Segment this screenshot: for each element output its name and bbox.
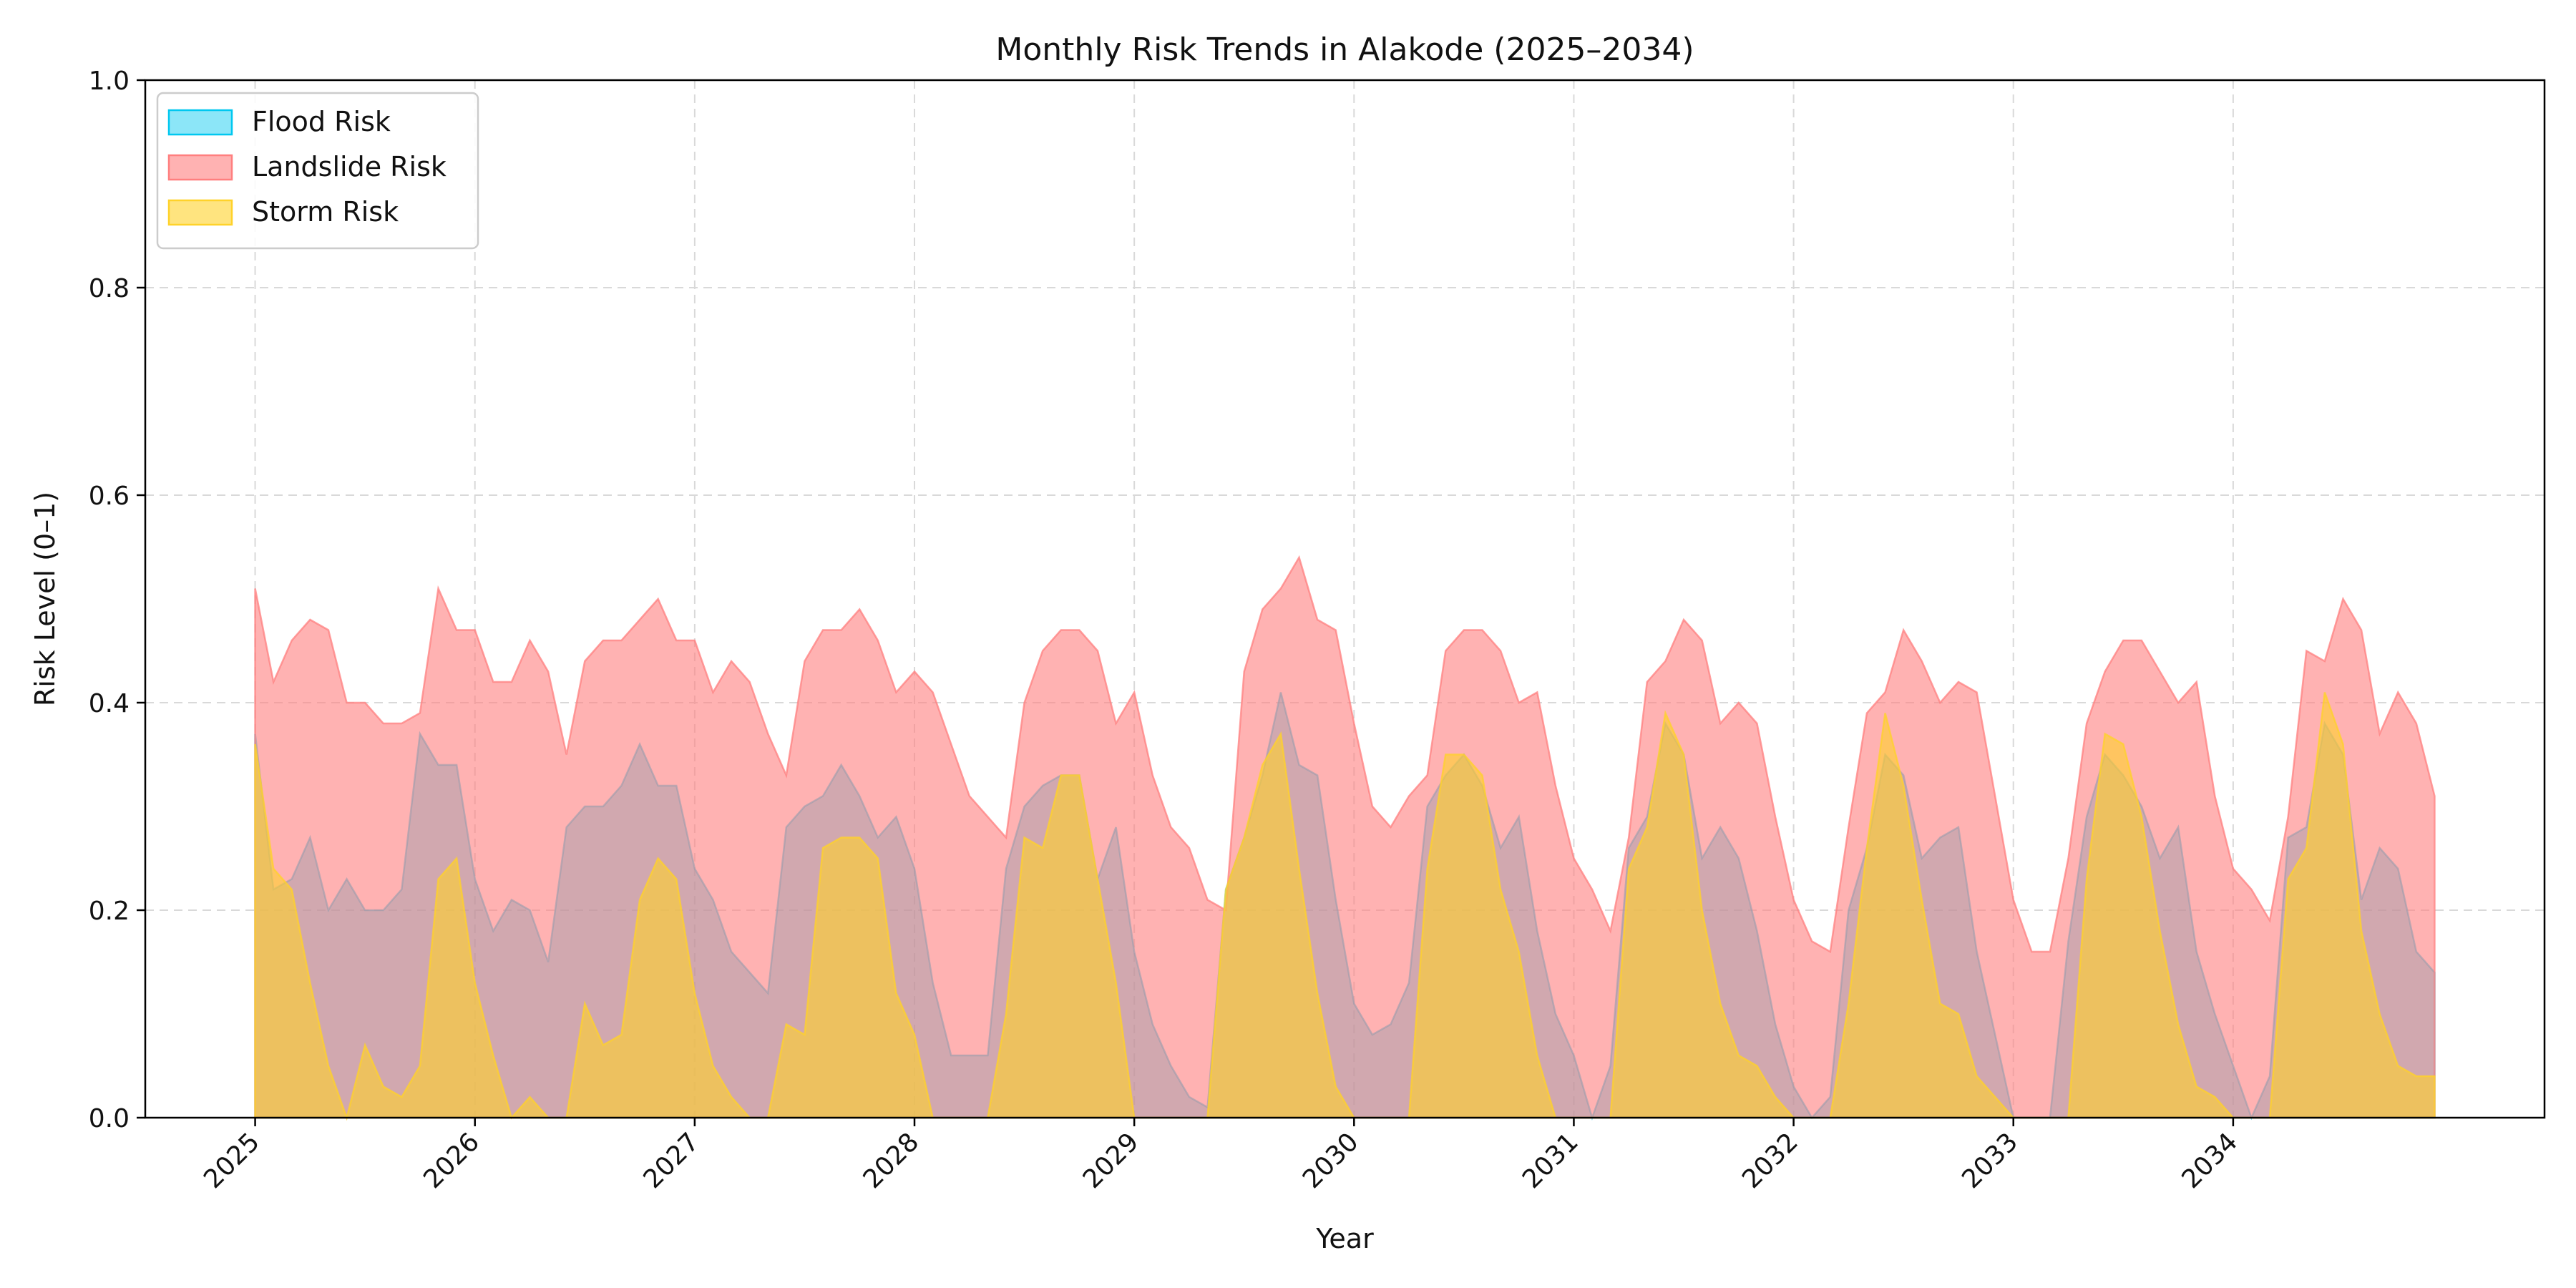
y-tick-label: 0.2 xyxy=(89,897,130,926)
y-tick-label: 0.8 xyxy=(89,274,130,303)
y-tick-label: 1.0 xyxy=(89,67,130,96)
x-axis-label: Year xyxy=(1315,1223,1374,1254)
y-tick-label: 0.4 xyxy=(89,689,130,718)
legend-swatch xyxy=(167,109,233,136)
chart-title: Monthly Risk Trends in Alakode (2025–203… xyxy=(995,31,1694,68)
area-layer xyxy=(254,555,2436,1121)
legend-label: Landslide Risk xyxy=(252,151,447,182)
legend-label: Storm Risk xyxy=(252,196,399,228)
legend-box xyxy=(156,92,479,250)
y-tick-label: 0.6 xyxy=(89,482,130,511)
y-tick-label: 0.0 xyxy=(89,1104,130,1133)
legend: Flood Risk Landslide Risk Storm Risk xyxy=(156,92,479,250)
x-tick-label: 2032 xyxy=(1737,1127,1804,1194)
y-axis-label: Risk Level (0–1) xyxy=(29,492,61,706)
x-tick-label: 2034 xyxy=(2176,1127,2243,1194)
x-tick-label: 2030 xyxy=(1297,1127,1365,1194)
x-tick-label: 2027 xyxy=(638,1127,705,1194)
x-tick-label: 2025 xyxy=(198,1127,265,1194)
x-tick-label: 2029 xyxy=(1078,1127,1145,1194)
x-tick-label: 2033 xyxy=(1956,1127,2024,1194)
x-tick-label: 2026 xyxy=(418,1127,485,1194)
legend-label: Flood Risk xyxy=(252,106,391,137)
plot-frame xyxy=(144,79,2546,1119)
legend-swatch xyxy=(167,199,233,226)
x-tick-label: 2031 xyxy=(1517,1127,1584,1194)
x-tick-label: 2028 xyxy=(858,1127,925,1194)
legend-swatch xyxy=(167,154,233,181)
